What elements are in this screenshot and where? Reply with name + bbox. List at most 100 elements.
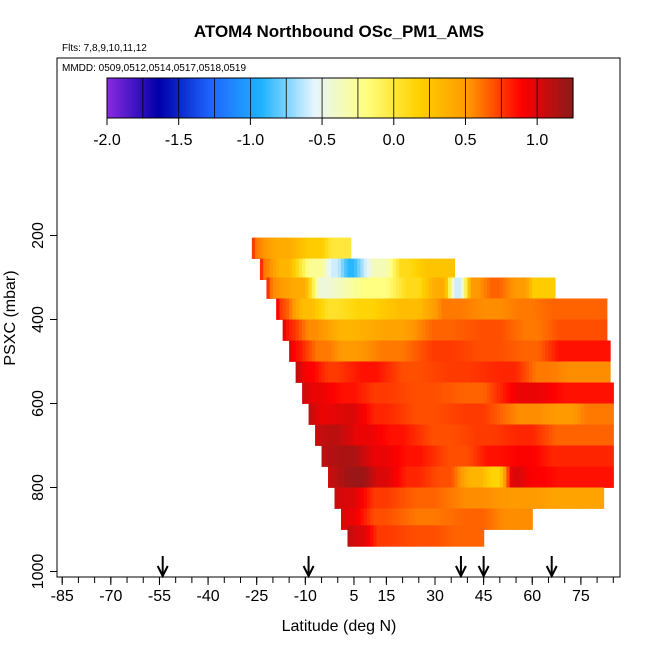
heatmap-cell: [567, 340, 572, 362]
colorbar-cell: [549, 78, 553, 118]
heatmap-cell: [302, 319, 306, 341]
heatmap-cell: [512, 277, 517, 299]
colorbar-cell: [138, 78, 142, 118]
heatmap-cell: [477, 340, 481, 362]
colorbar-tick-label: -1.5: [165, 132, 193, 149]
heatmap-cell: [392, 445, 397, 467]
colorbar-cell: [195, 78, 199, 118]
heatmap-cell: [405, 466, 410, 488]
heatmap-cell: [353, 277, 358, 299]
colorbar-cell: [368, 78, 372, 118]
heatmap-cell: [379, 382, 384, 404]
heatmap-cell: [460, 445, 465, 467]
heatmap-cell: [460, 382, 465, 404]
heatmap-cell: [415, 361, 420, 383]
heatmap-cell: [574, 445, 579, 467]
heatmap-cell: [337, 403, 342, 425]
heatmap-cell: [483, 319, 488, 341]
heatmap-cell: [431, 424, 436, 446]
heatmap-cell: [457, 487, 462, 509]
heatmap-cell: [454, 466, 459, 488]
heatmap-cell: [298, 277, 303, 299]
heatmap-cell: [376, 466, 381, 488]
heatmap-cell: [422, 424, 426, 446]
heatmap-cell: [444, 525, 449, 547]
heatmap-cell: [480, 466, 485, 488]
heatmap-cell: [328, 466, 332, 488]
heatmap-cell: [529, 319, 533, 341]
heatmap-cell: [464, 277, 469, 299]
heatmap-cell: [600, 487, 605, 509]
heatmap-cell: [370, 445, 375, 467]
heatmap-cell: [328, 382, 332, 404]
heatmap-cell: [545, 424, 550, 446]
heatmap-cell: [347, 403, 352, 425]
heatmap-cell: [279, 277, 284, 299]
heatmap-cell: [357, 487, 362, 509]
heatmap-cell: [409, 508, 413, 530]
heatmap-cell: [577, 361, 582, 383]
heatmap-cell: [363, 340, 368, 362]
heatmap-cell: [444, 258, 449, 280]
heatmap-cell: [412, 466, 417, 488]
heatmap-cell: [441, 466, 446, 488]
heatmap-cell: [295, 340, 300, 362]
heatmap-cell: [610, 445, 614, 467]
colorbar-cell: [132, 78, 137, 118]
flights-note: Flts: 7,8,9,10,11,12: [62, 43, 147, 54]
heatmap-cell: [483, 361, 488, 383]
heatmap-cell: [493, 298, 498, 320]
plot-frame: [56, 57, 621, 578]
heatmap-cell: [532, 319, 537, 341]
heatmap-cell: [477, 508, 481, 530]
colorbar-cell: [169, 78, 173, 118]
heatmap-cell: [606, 466, 611, 488]
heatmap-cell: [477, 361, 481, 383]
heatmap-cell: [322, 237, 326, 259]
heatmap-cell: [318, 237, 323, 259]
heatmap-cell: [353, 298, 358, 320]
heatmap-cell: [392, 525, 397, 547]
heatmap-cell: [441, 277, 446, 299]
colorbar-cell: [472, 78, 476, 118]
colorbar-cell: [143, 78, 147, 118]
heatmap-cell: [321, 424, 326, 446]
heatmap-cell: [396, 403, 400, 425]
heatmap-cell: [422, 277, 426, 299]
heatmap-cell: [306, 237, 310, 259]
heatmap-cell: [315, 361, 319, 383]
colorbar-cell: [223, 78, 227, 118]
colorbar-cell: [340, 78, 344, 118]
colorbar-cell: [345, 78, 349, 118]
heatmap-cell: [464, 466, 469, 488]
heatmap-cell: [357, 382, 362, 404]
heatmap-cell: [451, 382, 456, 404]
heatmap-cell: [516, 508, 520, 530]
heatmap-cell: [422, 319, 426, 341]
heatmap-cell: [493, 403, 498, 425]
heatmap-cell: [496, 424, 501, 446]
heatmap-cell: [431, 382, 436, 404]
heatmap-cell: [444, 382, 449, 404]
heatmap-cell: [344, 258, 349, 280]
heatmap-layer: [308, 403, 614, 425]
heatmap-cell: [431, 445, 436, 467]
heatmap-cell: [399, 340, 404, 362]
heatmap-cell: [506, 445, 511, 467]
heatmap-cell: [405, 319, 410, 341]
heatmap-cell: [470, 525, 475, 547]
heatmap-cell: [318, 382, 323, 404]
heatmap-cell: [529, 508, 533, 530]
heatmap-cell: [467, 487, 472, 509]
colorbar-cell: [386, 78, 390, 118]
heatmap-cell: [308, 258, 313, 280]
colorbar-cell: [306, 78, 310, 118]
heatmap-cell: [379, 487, 384, 509]
heatmap-cell: [564, 487, 569, 509]
heatmap-cell: [399, 277, 404, 299]
heatmap-cell: [493, 361, 498, 383]
heatmap-cell: [454, 298, 459, 320]
heatmap-cell: [311, 340, 316, 362]
heatmap-cell: [389, 319, 394, 341]
heatmap-cell: [350, 340, 355, 362]
